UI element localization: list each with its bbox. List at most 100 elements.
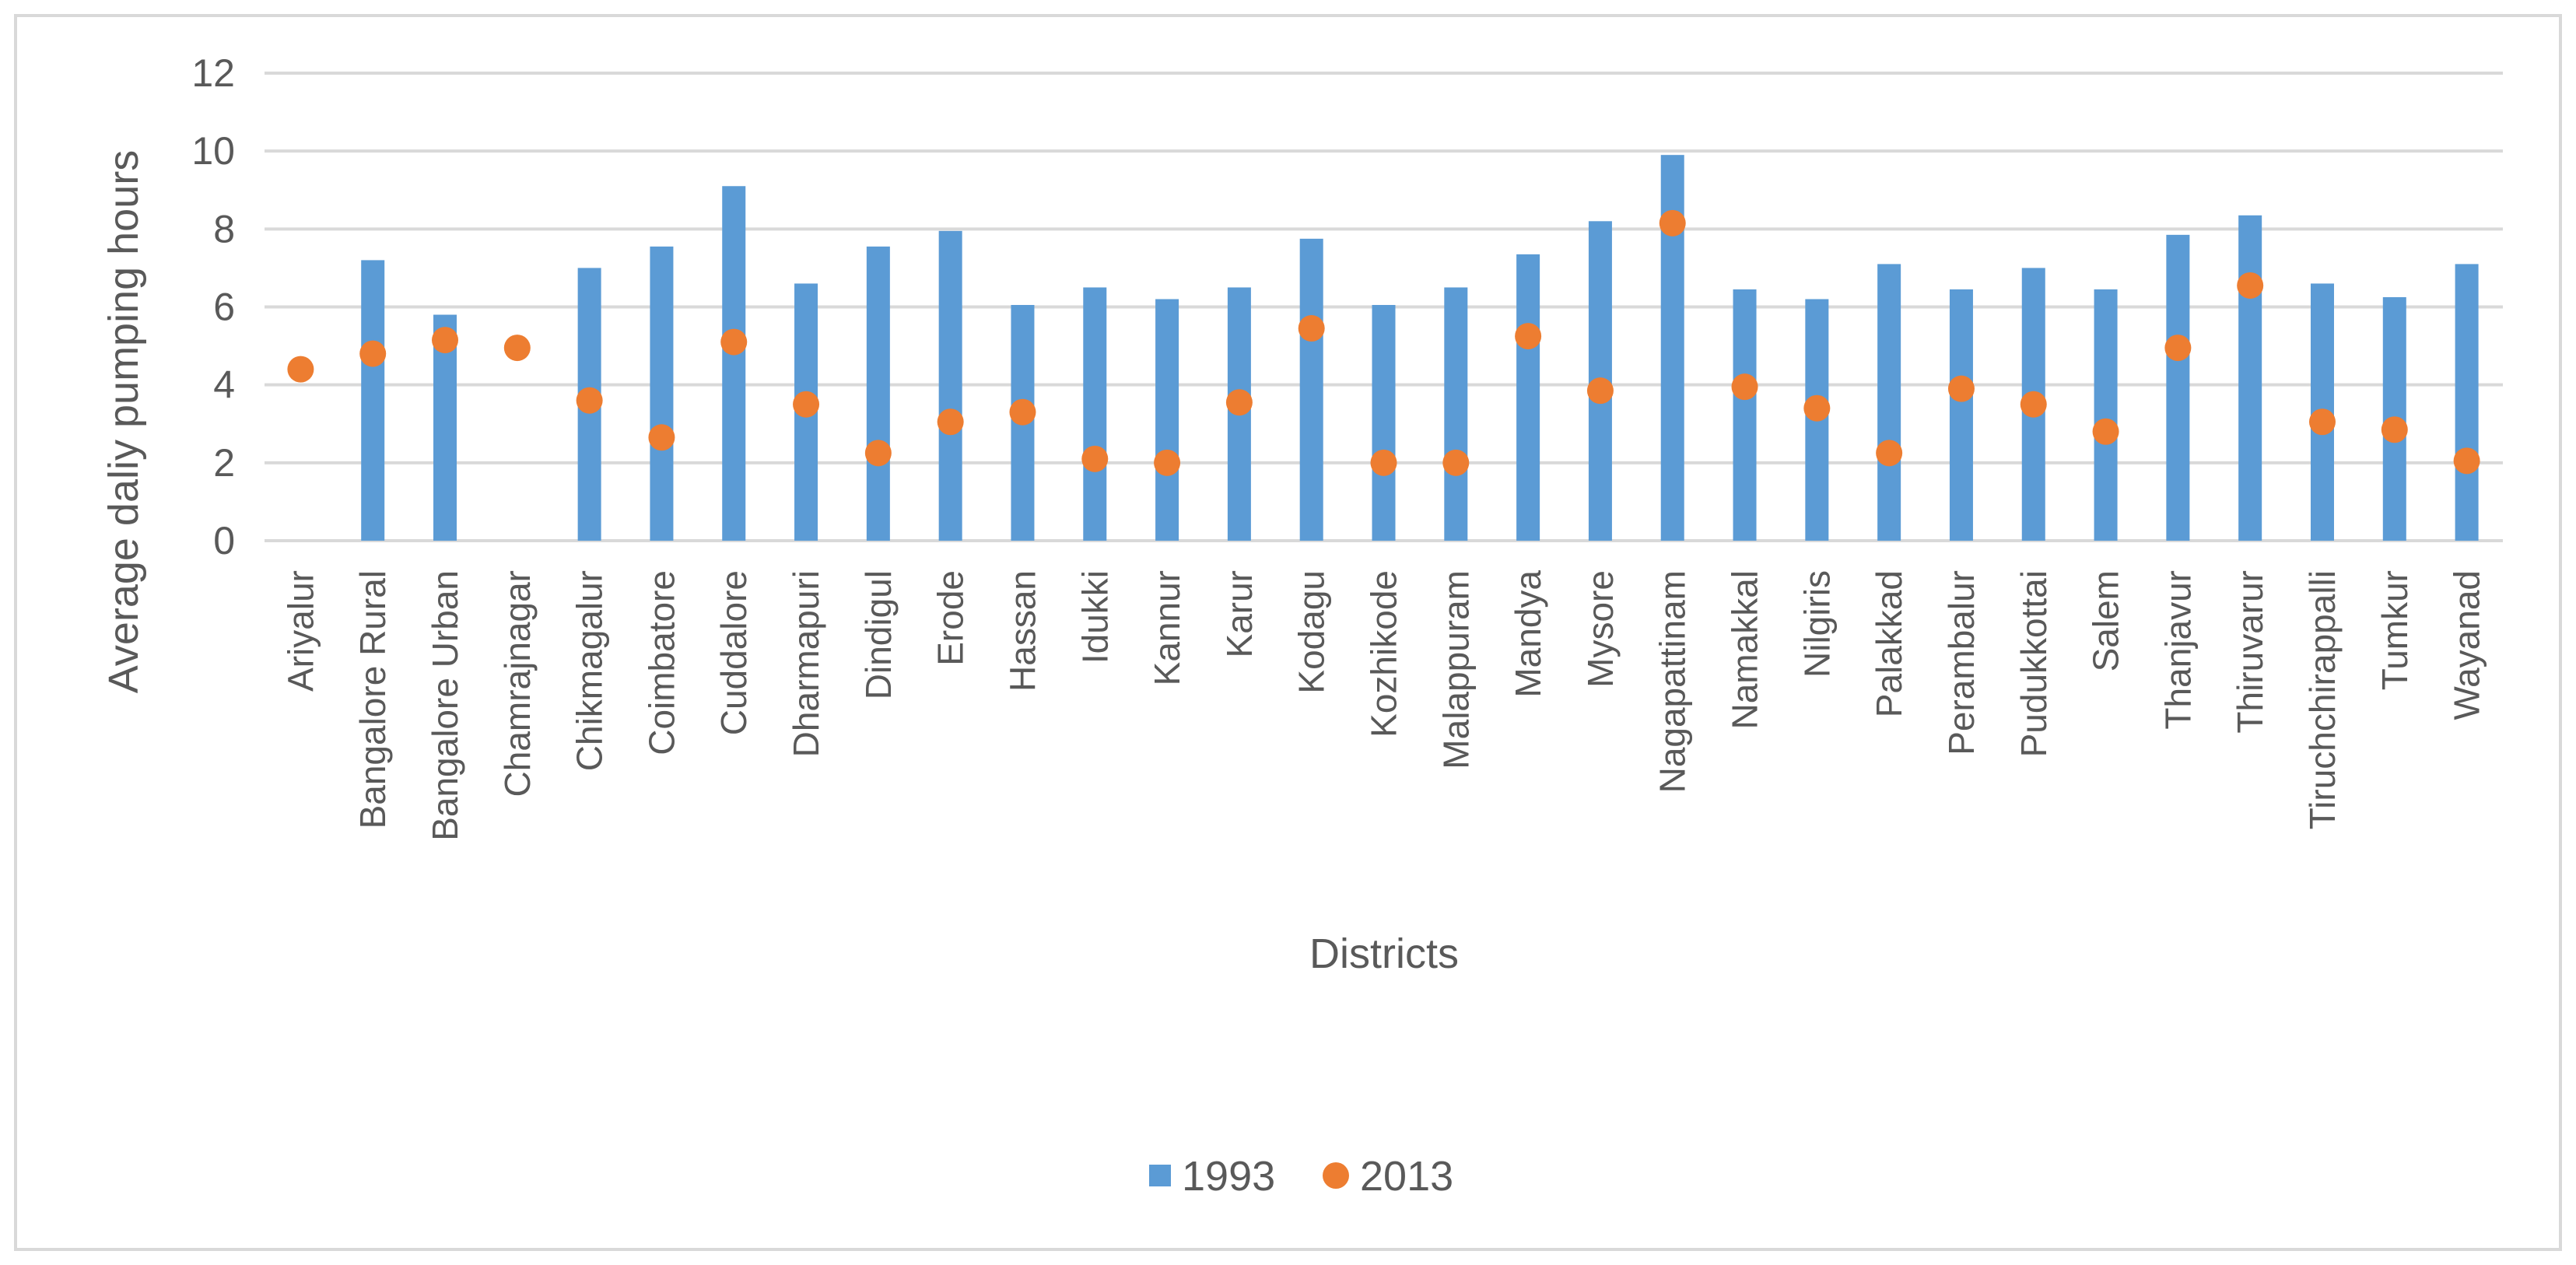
bar-1993-5 [650, 246, 674, 541]
bar-1993-17 [1516, 254, 1540, 541]
x-axis-categories: Ariyalur Bangalore Rural Bangalore Urban Ch… [280, 570, 2487, 841]
bar-1993-23 [1949, 289, 1973, 541]
x-tick-label-5: Coimbatore [641, 570, 682, 755]
x-tick-label-23: Perambalur [1941, 570, 1982, 755]
x-tick-label-2: Bangalore Urban [425, 570, 465, 841]
x-tick-label-8: Dindigul [858, 570, 899, 699]
x-tick-label-20: Namakkal [1725, 570, 1765, 730]
bar-1993-27 [2238, 215, 2262, 541]
bar-1993-12 [1155, 299, 1179, 541]
x-tick-label-30: Wayanad [2447, 570, 2487, 720]
bar-1993-14 [1299, 238, 1323, 541]
marker-2013-17 [1515, 323, 1542, 350]
marker-2013-4 [576, 387, 603, 414]
y-tick-label-6: 6 [213, 286, 235, 329]
legend: 1993 2013 [1149, 1153, 1453, 1200]
y-axis-title: Average daliy pumping hours [100, 150, 147, 693]
x-tick-label-15: Kozhikode [1364, 570, 1404, 738]
bar-1993-15 [1372, 304, 1396, 541]
x-tick-label-22: Palakkad [1869, 570, 1909, 717]
bar-1993-16 [1444, 287, 1468, 541]
x-tick-label-25: Salem [2086, 570, 2126, 671]
y-tick-label-8: 8 [213, 207, 235, 251]
marker-2013-20 [1731, 373, 1758, 401]
legend-swatch-2013 [1323, 1162, 1349, 1189]
x-tick-label-7: Dharmapuri [786, 570, 826, 757]
marker-2013-10 [1009, 398, 1036, 426]
x-tick-label-27: Thiruvarur [2230, 570, 2270, 734]
x-tick-label-9: Erode [931, 570, 971, 666]
y-tick-label-4: 4 [213, 363, 235, 407]
marker-2013-28 [2308, 408, 2336, 436]
marker-2013-11 [1081, 445, 1109, 472]
marker-2013-7 [793, 391, 820, 418]
x-tick-label-12: Kannur [1147, 570, 1187, 685]
bar-1993-9 [938, 230, 962, 541]
x-tick-label-16: Malappuram [1435, 570, 1476, 769]
x-tick-label-28: Tiruchchirappalli [2302, 570, 2343, 829]
marker-2013-16 [1442, 449, 1470, 476]
x-tick-label-6: Cuddalore [713, 570, 754, 735]
legend-label-2013: 2013 [1360, 1153, 1453, 1200]
x-tick-label-14: Kodagu [1292, 570, 1332, 694]
chart: 0 2 4 6 8 10 12 Ariyalur Bangalore Rural Bangalo… [100, 51, 2503, 1200]
x-tick-label-0: Ariyalur [280, 570, 321, 692]
bar-1993-25 [2094, 289, 2118, 541]
marker-2013-14 [1298, 315, 1325, 342]
bar-1993-6 [722, 186, 746, 541]
marker-2013-1 [359, 340, 387, 367]
x-tick-label-1: Bangalore Rural [352, 570, 393, 829]
x-tick-label-18: Mysore [1580, 570, 1621, 688]
x-tick-label-19: Nagapattinam [1652, 570, 1693, 793]
y-tick-label-2: 2 [213, 441, 235, 485]
marker-2013-8 [864, 440, 892, 467]
x-tick-label-13: Karur [1219, 570, 1260, 657]
y-tick-label-12: 12 [191, 51, 235, 95]
bar-1993-22 [1877, 264, 1901, 541]
marker-2013-29 [2381, 416, 2408, 443]
marker-2013-15 [1370, 449, 1397, 476]
y-axis-ticks: 0 2 4 6 8 10 12 [191, 51, 235, 562]
marker-2013-0 [287, 356, 314, 383]
x-tick-label-17: Mandya [1508, 570, 1548, 698]
marker-2013-24 [2020, 391, 2047, 418]
marker-2013-6 [720, 328, 748, 356]
marker-2013-9 [937, 408, 964, 436]
bar-1993-20 [1733, 289, 1757, 541]
marker-2013-13 [1225, 389, 1253, 416]
bar-1993-11 [1083, 287, 1107, 541]
x-axis-title: Districts [1309, 930, 1459, 977]
marker-2013-26 [2164, 335, 2192, 362]
marker-2013-21 [1803, 394, 1831, 422]
marker-2013-12 [1154, 449, 1181, 476]
series-2013-markers [287, 209, 2480, 476]
bar-1993-30 [2455, 264, 2479, 541]
marker-2013-3 [503, 335, 531, 362]
x-tick-label-4: Chikmagalur [570, 570, 610, 771]
y-tick-label-10: 10 [191, 129, 235, 173]
x-tick-label-3: Chamrajnagar [497, 570, 538, 797]
x-tick-label-26: Thanjavur [2157, 570, 2198, 730]
marker-2013-22 [1876, 440, 1903, 467]
x-tick-label-29: Tumkur [2374, 570, 2415, 690]
marker-2013-2 [432, 327, 459, 354]
x-tick-label-24: Pudukkottai [2013, 570, 2054, 757]
marker-2013-30 [2453, 447, 2480, 475]
series-1993-bars [361, 155, 2479, 541]
marker-2013-18 [1586, 377, 1614, 405]
x-tick-label-10: Hassan [1002, 570, 1043, 692]
legend-label-1993: 1993 [1182, 1153, 1275, 1200]
marker-2013-25 [2092, 418, 2119, 445]
marker-2013-23 [1947, 375, 1975, 402]
bar-1993-26 [2166, 234, 2190, 541]
bar-1993-8 [866, 246, 890, 541]
y-tick-label-0: 0 [213, 519, 235, 562]
marker-2013-5 [648, 424, 675, 451]
legend-swatch-1993 [1149, 1165, 1171, 1186]
chart-frame: 0 2 4 6 8 10 12 Ariyalur Bangalore Rural Bangalo… [14, 14, 2562, 1251]
marker-2013-19 [1659, 209, 1686, 237]
x-tick-label-21: Nilgiris [1796, 570, 1837, 678]
bar-1993-1 [361, 260, 385, 541]
x-tick-label-11: Idukki [1074, 570, 1115, 664]
marker-2013-27 [2237, 272, 2264, 299]
